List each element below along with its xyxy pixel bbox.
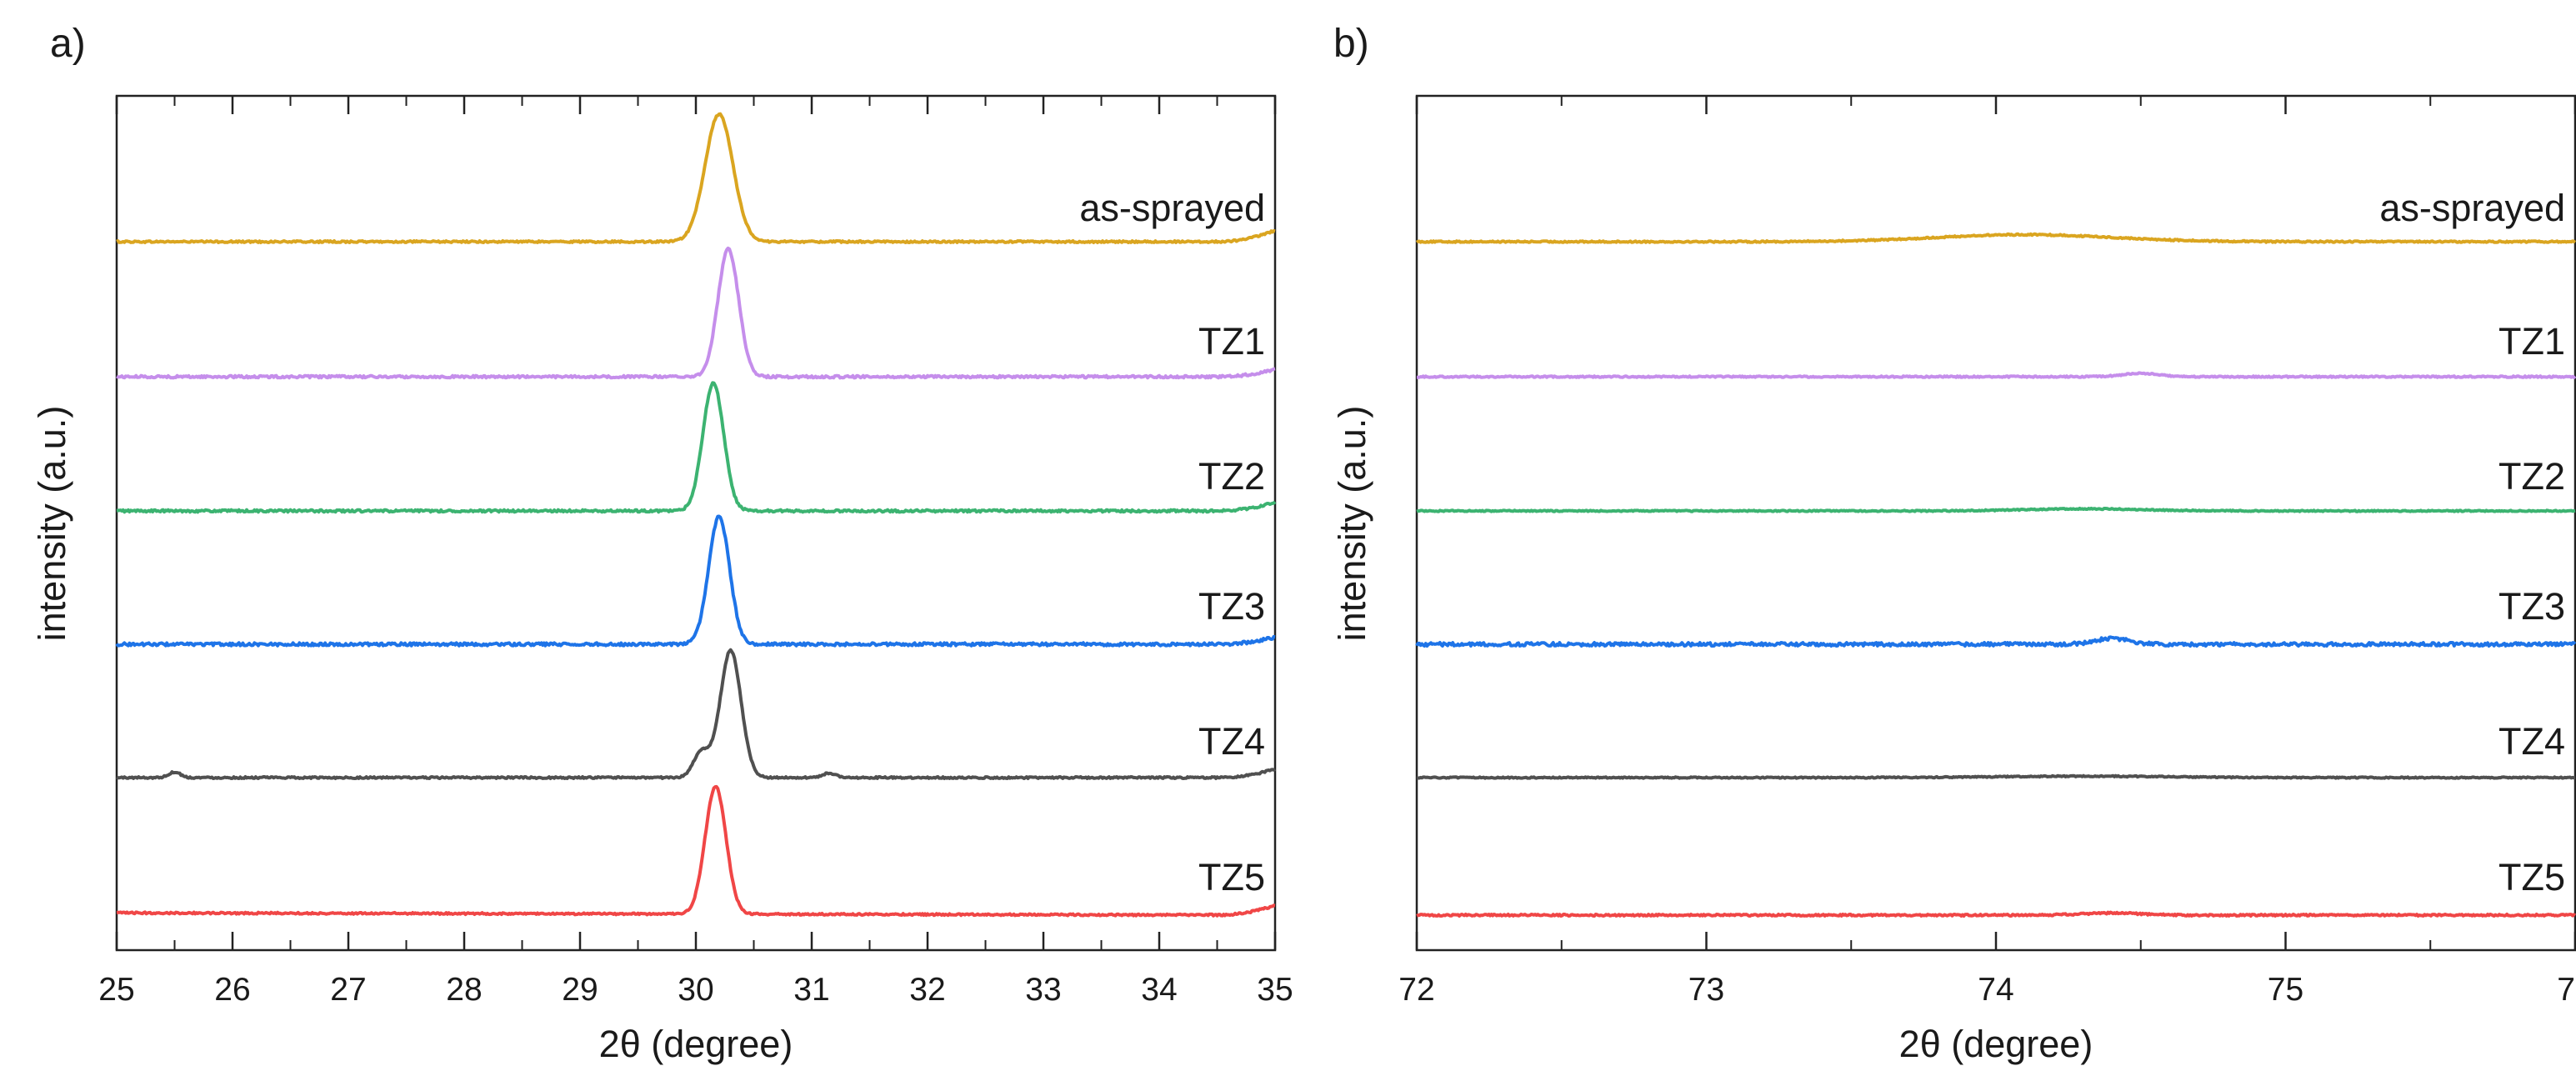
series-label-tz2: TZ2 [1198, 455, 1265, 498]
panel-a-label: a) [50, 22, 86, 66]
x-tick-label: 25 [98, 972, 134, 1008]
series-line-tz2 [1416, 506, 2576, 513]
x-tick-label: 73 [1688, 972, 1724, 1008]
panel-b-y-axis-label: intensity (a.u.) [1331, 406, 1373, 642]
series-label-tz5: TZ5 [2498, 856, 2565, 898]
series-label-tz5: TZ5 [1198, 856, 1265, 898]
x-tick-label: 75 [2268, 972, 2303, 1008]
series-line-tz3 [115, 514, 1276, 648]
x-tick-label: 72 [1398, 972, 1434, 1008]
series-label-as-sprayed: as-sprayed [2379, 187, 2565, 229]
panel-b-series-group [1415, 232, 2576, 918]
panel-a: a) 25 26 27 28 29 30 31 32 33 34 35 as-sprayed TZ1 T… [31, 22, 1293, 1065]
x-tick-label: 29 [562, 972, 598, 1008]
series-label-as-sprayed: as-sprayed [1079, 187, 1265, 229]
panel-a-x-ticks [115, 96, 1277, 950]
panel-a-x-axis-label: 2θ (degree) [599, 1023, 793, 1065]
series-line-tz5 [1416, 910, 2576, 918]
x-tick-label: 34 [1141, 972, 1177, 1008]
x-tick-label: 30 [678, 972, 713, 1008]
panel-a-series-labels: as-sprayed TZ1 TZ2 TZ3 TZ4 TZ5 [1079, 187, 1265, 898]
series-line-tz4 [116, 648, 1277, 780]
panel-a-series-group [115, 112, 1277, 918]
series-line-tz3 [1415, 635, 2576, 648]
series-line-tz2 [116, 381, 1277, 514]
series-label-tz2: TZ2 [2498, 455, 2565, 498]
series-label-tz1: TZ1 [1198, 320, 1265, 363]
panel-a-x-tick-labels: 25 26 27 28 29 30 31 32 33 34 35 [98, 972, 1293, 1008]
x-tick-label: 35 [1257, 972, 1293, 1008]
series-line-as-sprayed [1415, 232, 2576, 244]
series-label-tz1: TZ1 [2498, 320, 2565, 363]
panel-b-x-tick-labels: 72 73 74 75 76 [1398, 972, 2576, 1008]
x-tick-label: 31 [793, 972, 829, 1008]
x-tick-label: 27 [330, 972, 366, 1008]
x-tick-label: 28 [446, 972, 482, 1008]
series-label-tz3: TZ3 [2498, 585, 2565, 628]
panel-b-label: b) [1333, 22, 1369, 66]
series-line-tz5 [116, 784, 1276, 918]
x-tick-label: 74 [1978, 972, 2013, 1008]
x-tick-label: 32 [909, 972, 945, 1008]
x-tick-label: 26 [214, 972, 250, 1008]
panel-b-x-axis-label: 2θ (degree) [1899, 1023, 2093, 1065]
panel-b-x-ticks [1415, 96, 2576, 950]
series-label-tz4: TZ4 [1198, 720, 1265, 763]
series-label-tz4: TZ4 [2498, 720, 2565, 763]
x-tick-label: 76 [2557, 972, 2576, 1008]
series-line-tz1 [1416, 371, 2576, 379]
panel-b: b) 7273747576 as-sprayedTZ1TZ2TZ3TZ4TZ5 … [1331, 22, 2576, 1065]
x-tick-label: 33 [1025, 972, 1061, 1008]
series-line-as-sprayed [116, 112, 1276, 244]
panel-b-series-labels: as-sprayed TZ1 TZ2 TZ3 TZ4 TZ5 [2379, 187, 2565, 898]
series-line-tz4 [1416, 773, 2576, 780]
series-label-tz3: TZ3 [1198, 585, 1265, 628]
series-line-tz1 [116, 246, 1276, 380]
panel-a-y-axis-label: intensity (a.u.) [31, 406, 73, 642]
